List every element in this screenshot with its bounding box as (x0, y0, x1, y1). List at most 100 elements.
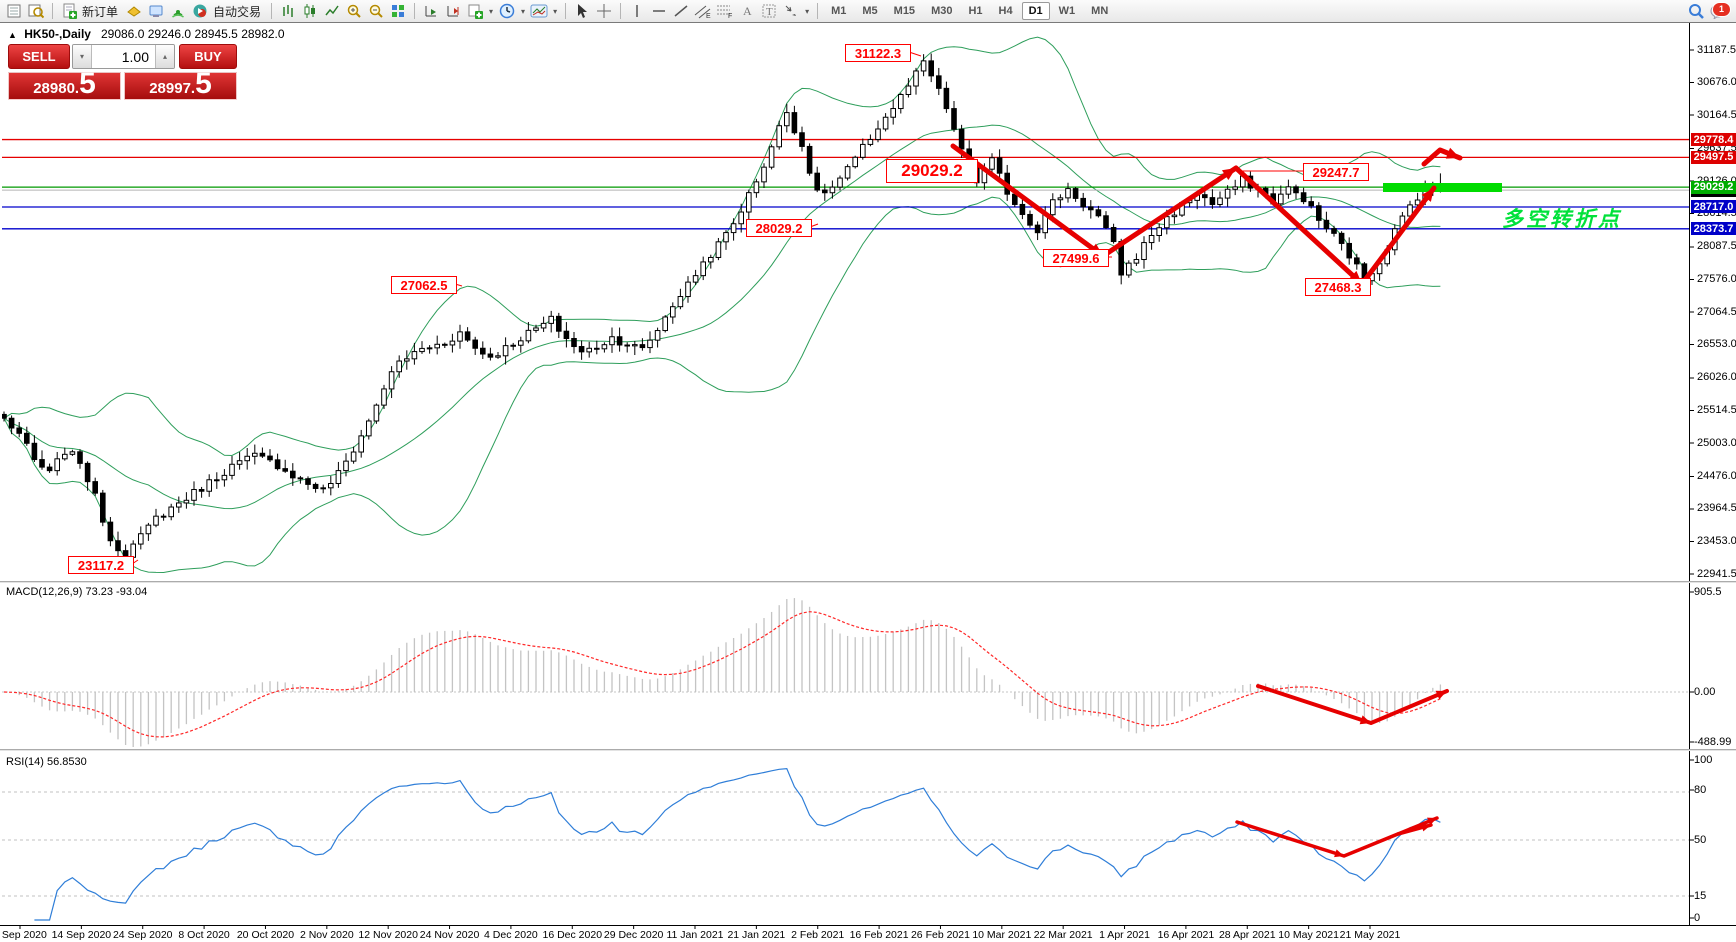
window-collapse-icon[interactable]: ▲ (8, 30, 17, 40)
rsi-indicator-label: RSI(14) 56.8530 (6, 756, 87, 768)
volume-increase-button[interactable]: ▴ (155, 45, 174, 68)
timeframe-h1[interactable]: H1 (968, 5, 983, 17)
timeframe-mn[interactable]: MN (1091, 5, 1109, 17)
date-axis-label: 26 Feb 2021 (910, 929, 970, 941)
arrows-shapes-icon[interactable] (781, 2, 801, 21)
date-axis-label: 1 Apr 2021 (1099, 929, 1150, 941)
timeframe-w1[interactable]: W1 (1058, 5, 1076, 17)
volume-input[interactable]: 1.00 (121, 48, 149, 65)
macd-axis-label: 905.5 (1694, 585, 1722, 598)
cursor-icon[interactable] (572, 2, 592, 21)
date-axis-label: 8 Oct 2020 (178, 929, 230, 941)
price-level-badge: 28373.7 (1691, 222, 1736, 236)
auto-trading-button[interactable]: 自动交易 (213, 4, 262, 19)
text-label-icon[interactable]: T (759, 2, 779, 21)
panel-separator-rsi[interactable] (0, 749, 1736, 751)
timeframe-h4[interactable]: H4 (998, 5, 1013, 17)
chart-shift-icon[interactable] (443, 2, 463, 21)
auto-trading-icon[interactable] (190, 2, 210, 21)
turning-point-note: 多空转折点 (1502, 208, 1622, 231)
date-axis-label: 24 Sep 2020 (112, 929, 173, 941)
notification-badge: 1 (1712, 1, 1731, 17)
signals-icon[interactable] (168, 2, 188, 21)
new-order-button[interactable]: 新订单 (82, 4, 119, 19)
date-axis-label: 28 Apr 2021 (1218, 929, 1276, 941)
svg-text:F: F (728, 13, 732, 19)
search-icon[interactable] (1686, 2, 1706, 21)
bar-chart-icon[interactable] (278, 2, 298, 21)
date-axis-label: 2 Nov 2020 (299, 929, 354, 941)
macd-axis-label: -488.99 (1694, 735, 1732, 748)
macd-axis-label: 0.00 (1694, 685, 1716, 698)
price-annotation: 31122.3 (845, 44, 911, 62)
candlestick-chart-icon[interactable] (300, 2, 320, 21)
zoom-out-icon[interactable] (366, 2, 386, 21)
price-axis-label: 26553.0 (1697, 338, 1736, 350)
rsi-axis-label: 50 (1694, 833, 1707, 846)
new-order-icon[interactable] (59, 2, 79, 21)
price-axis-label: 30164.5 (1697, 108, 1736, 121)
price-annotation: 27062.5 (391, 276, 457, 294)
line-chart-icon[interactable] (322, 2, 342, 21)
equidistant-channel-icon[interactable]: E (693, 2, 713, 21)
auto-scroll-icon[interactable] (421, 2, 441, 21)
vertical-line-icon[interactable] (627, 2, 647, 21)
buy-button[interactable]: BUY (179, 44, 237, 69)
trendline-icon[interactable] (671, 2, 691, 21)
crosshair-icon[interactable] (594, 2, 614, 21)
new-chart-dropdown-caret[interactable]: ▾ (489, 6, 494, 16)
text-icon[interactable]: A (737, 2, 757, 21)
one-click-trading-panel: SELL ▾ 1.00 ▴ BUY 28980. 5 28997. 5 (8, 44, 237, 100)
panel-separator-macd[interactable] (0, 581, 1736, 583)
depth-of-market-icon[interactable] (124, 2, 144, 21)
templates-dropdown-caret[interactable]: ▾ (553, 6, 558, 16)
shapes-dropdown-caret[interactable]: ▾ (805, 6, 810, 16)
timeframe-m1[interactable]: M1 (831, 5, 847, 17)
date-axis-label: 16 Apr 2021 (1157, 929, 1215, 941)
timeframe-m15[interactable]: M15 (893, 5, 916, 17)
date-axis-label: 11 Jan 2021 (666, 929, 724, 941)
volume-stepper[interactable]: ▾ 1.00 ▴ (72, 44, 175, 69)
timeframe-m5[interactable]: M5 (862, 5, 878, 17)
date-axis-label: 21 Jan 2021 (727, 929, 786, 941)
price-chart[interactable] (0, 23, 1689, 925)
price-annotation: 29247.7 (1303, 163, 1369, 181)
buy-price-button[interactable]: 28997. 5 (124, 69, 237, 100)
rsi-axis-label: 15 (1694, 889, 1707, 902)
svg-text:E: E (706, 13, 711, 19)
notifications-icon[interactable]: 1 (1706, 1, 1732, 21)
date-axis-label: 20 Oct 2020 (236, 929, 295, 941)
timeframe-m30[interactable]: M30 (931, 5, 953, 17)
period-clock-icon[interactable] (497, 2, 517, 21)
price-axis-label: 25514.5 (1697, 403, 1736, 416)
macd-indicator-label: MACD(12,26,9) 73.23 -93.04 (6, 586, 148, 598)
sell-button[interactable]: SELL (8, 44, 70, 69)
profiles-dropdown-caret[interactable]: ▾ (521, 6, 526, 16)
svg-text:T: T (766, 6, 773, 18)
templates-icon[interactable] (529, 2, 549, 21)
svg-text:A: A (743, 4, 752, 18)
ohlc-open: 29086.0 (100, 27, 145, 41)
fibonacci-icon[interactable]: F (715, 2, 735, 21)
zoom-in-icon[interactable] (344, 2, 364, 21)
main-toolbar: 新订单 自动交易 ▾ ▾ ▾ E F A T ▾ M1 M5 M15 M30 H… (0, 0, 1736, 23)
date-axis-label: 14 Sep 2020 (51, 929, 112, 941)
price-axis-label: 27064.5 (1697, 305, 1736, 318)
price-axis-label: 25003.0 (1697, 436, 1736, 449)
volume-decrease-button[interactable]: ▾ (73, 45, 92, 68)
chart-symbol-period: HK50-,Daily (24, 27, 91, 41)
date-axis-label: 2 Feb 2021 (791, 929, 845, 941)
tile-windows-icon[interactable] (388, 2, 408, 21)
workspace-icon[interactable] (4, 2, 24, 21)
price-axis-label: 23964.5 (1697, 502, 1736, 515)
timeframe-d1[interactable]: D1 (1021, 2, 1050, 20)
expert-advisors-icon[interactable] (146, 2, 166, 21)
sell-price-button[interactable]: 28980. 5 (8, 69, 121, 100)
rsi-axis-label: 80 (1694, 783, 1707, 796)
new-chart-icon[interactable] (465, 2, 485, 21)
horizontal-line-icon[interactable] (649, 2, 669, 21)
price-level-badge: 29029.2 (1691, 180, 1736, 194)
symbol-search-icon[interactable] (26, 2, 46, 21)
date-axis-label: 16 Feb 2021 (849, 929, 909, 941)
toolbar-separator (271, 3, 273, 19)
